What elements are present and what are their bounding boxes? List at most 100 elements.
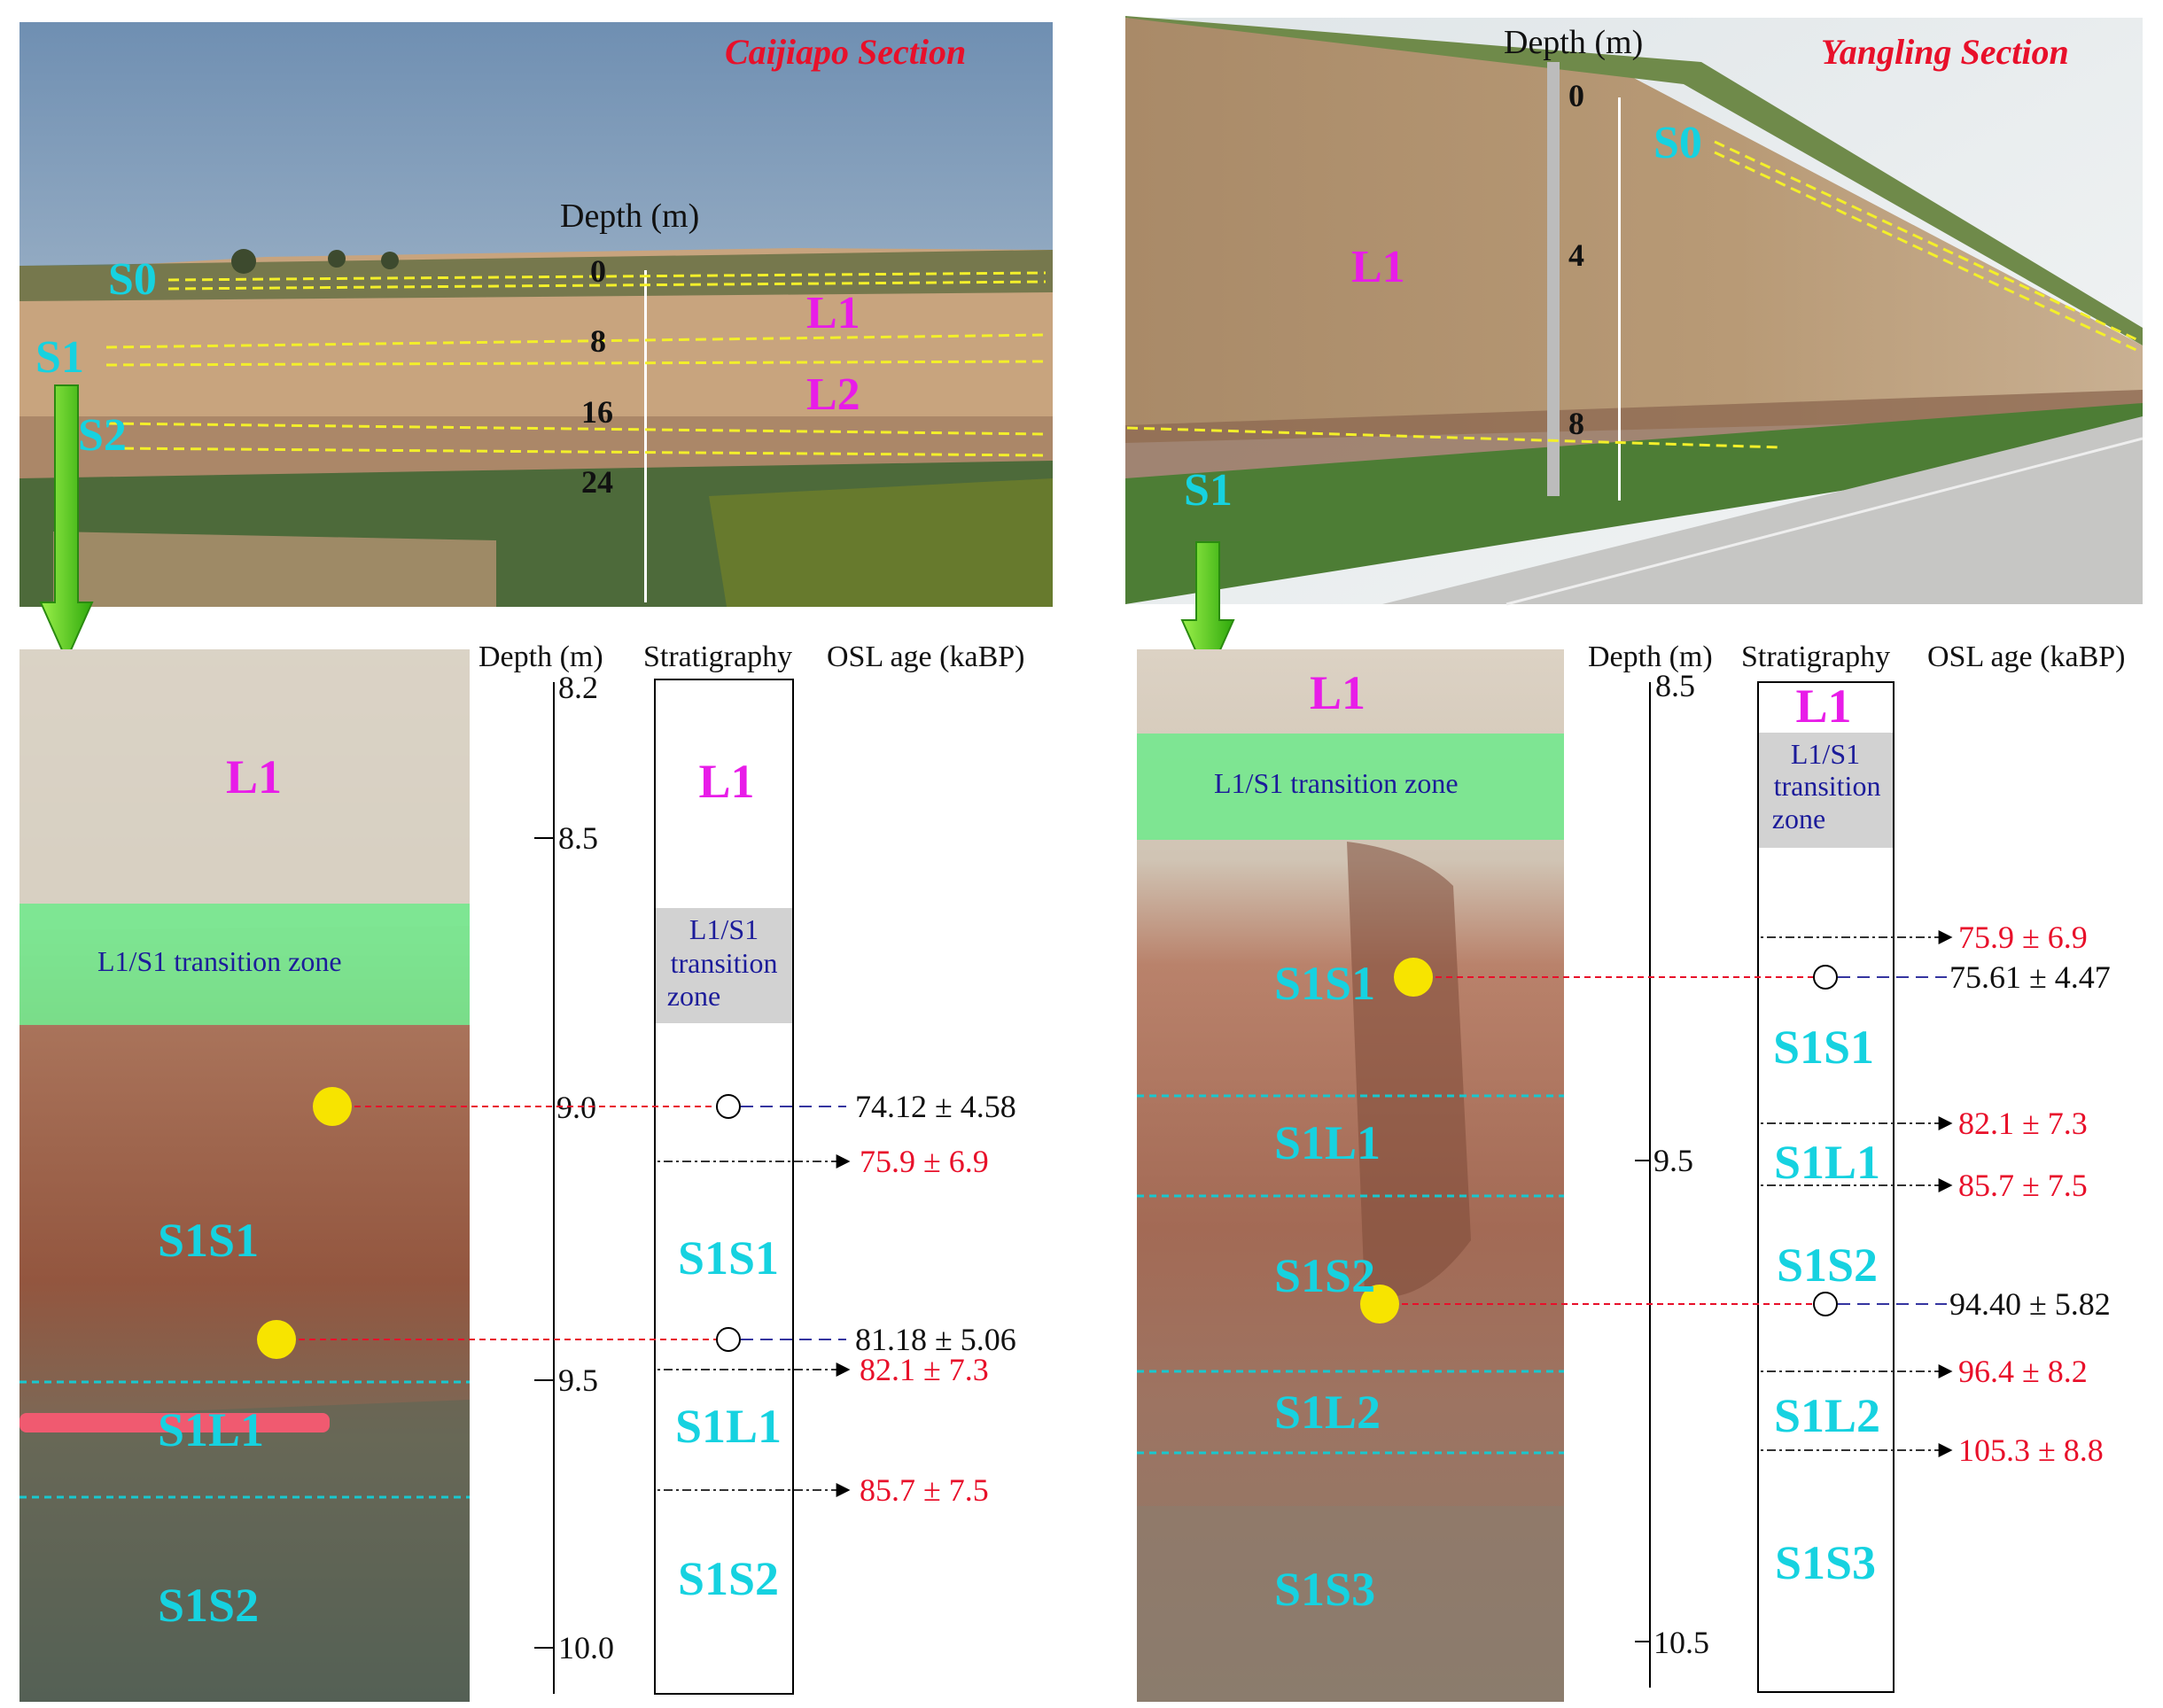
layer-label-s1: S1 — [35, 332, 84, 383]
strat-unit-s1l1: S1L1 — [1774, 1136, 1880, 1189]
photo-depth-tick: 24 — [581, 464, 613, 500]
osl-measured-age: 94.40 ± 5.82 — [1949, 1286, 2111, 1322]
strat-unit-l1: L1 — [698, 755, 754, 808]
profile-label-s1s1: S1S1 — [158, 1214, 259, 1267]
yangling-section-title: Yangling Section — [1821, 32, 2069, 72]
caijiapo-section-title: Caijiapo Section — [725, 32, 966, 72]
layer-label-l1: L1 — [806, 288, 860, 338]
strat-unit-l1: L1 — [1795, 679, 1851, 733]
yangling-profile-labels: L1 S1S1 S1L1 S1S2 S1L2 S1S3 — [1274, 666, 1381, 1616]
profile-label-s1s3: S1S3 — [1274, 1563, 1375, 1616]
depth-tick-label: 8.5 — [558, 820, 598, 856]
caijiapo-transition-zone-label: L1/S1 transition zone — [97, 945, 342, 977]
caijiapo-depth-tick-labels: 8.2 8.5 9.0 9.5 10.0 — [556, 670, 614, 1665]
osl-measured-age: 81.18 ± 5.06 — [855, 1322, 1016, 1357]
caijiapo-stratigraphy-header: Stratigraphy — [643, 640, 792, 673]
caijiapo-reference-markers — [657, 1154, 851, 1497]
strat-unit-s1l2: S1L2 — [1774, 1389, 1880, 1442]
osl-reference-age: 75.9 ± 6.9 — [1958, 920, 2088, 955]
caijiapo-boundary-lines — [105, 271, 1046, 457]
yangling-photo-depth-ticks: 0 4 8 — [1568, 78, 1584, 441]
depth-tick-label: 8.2 — [558, 670, 598, 705]
yangling-stratigraphy-header: Stratigraphy — [1741, 640, 1890, 673]
yangling-strat-transition-text: L1/S1 transition zone — [1772, 738, 1881, 835]
yangling-photo-layer-labels: S0 L1 S1 — [1184, 118, 1702, 516]
yangling-profile-photo — [1137, 649, 1564, 1702]
caijiapo-photo-depth-label: Depth (m) — [560, 198, 699, 235]
photo-depth-tick: 0 — [1568, 78, 1584, 113]
caijiapo-strat-transition-box — [656, 908, 792, 1023]
strat-unit-s1s3: S1S3 — [1775, 1536, 1876, 1589]
layer-label-s0: S0 — [1653, 118, 1702, 168]
caijiapo-osl-ages: 74.12 ± 4.58 81.18 ± 5.06 75.9 ± 6.9 82.… — [855, 1089, 1016, 1508]
yangling-osl-header: OSL age (kaBP) — [1927, 640, 2125, 673]
photo-depth-tick: 16 — [581, 394, 613, 430]
profile-label-l1: L1 — [226, 750, 282, 804]
strat-unit-s1s1: S1S1 — [678, 1231, 779, 1285]
caijiapo-photo-layer-labels: S0 S1 S2 L1 L2 — [35, 254, 860, 461]
strat-unit-s1s2: S1S2 — [678, 1552, 779, 1605]
caijiapo-strat-transition-text: L1/S1 transition zone — [667, 913, 778, 1012]
strat-transition-line: transition — [1774, 770, 1881, 802]
caijiapo-osl-header: OSL age (kaBP) — [827, 640, 1024, 673]
caijiapo-strat-units: L1 S1S1 S1L1 S1S2 — [675, 755, 782, 1605]
profile-label-s1s2: S1S2 — [158, 1579, 259, 1632]
profile-label-l1: L1 — [1310, 666, 1365, 719]
caijiapo-photo-depth-ticks: 0 8 16 24 — [581, 253, 613, 500]
depth-tick-label: 8.5 — [1655, 668, 1695, 703]
depth-tick-label: 10.5 — [1653, 1625, 1709, 1660]
photo-depth-tick: 0 — [590, 253, 606, 289]
osl-reference-age: 96.4 ± 8.2 — [1958, 1354, 2088, 1389]
osl-measured-age: 74.12 ± 4.58 — [855, 1089, 1016, 1124]
yangling-osl-ages: 75.61 ± 4.47 94.40 ± 5.82 75.9 ± 6.9 82.… — [1949, 920, 2111, 1468]
caijiapo-profile-photo — [19, 649, 470, 1702]
yangling-down-arrow — [1180, 541, 1235, 680]
caijiapo-depth-header: Depth (m) — [479, 640, 603, 673]
caijiapo-landscape-photo — [19, 22, 1053, 607]
strat-transition-line: zone — [667, 980, 720, 1012]
yangling-boundary-lines — [1126, 140, 2141, 449]
osl-reference-age: 105.3 ± 8.8 — [1958, 1432, 2104, 1468]
strat-unit-s1l1: S1L1 — [675, 1400, 782, 1453]
depth-tick-label: 9.5 — [1653, 1143, 1693, 1178]
layer-label-s2: S2 — [78, 410, 127, 461]
layer-label-s1: S1 — [1184, 465, 1233, 516]
layer-label-l2: L2 — [806, 369, 860, 420]
osl-reference-age: 75.9 ± 6.9 — [860, 1144, 989, 1179]
yangling-sample-connectors — [1402, 965, 1947, 1316]
yangling-depth-tick-labels: 8.5 9.5 10.5 — [1653, 668, 1709, 1660]
profile-label-s1l2: S1L2 — [1274, 1386, 1381, 1439]
photo-depth-tick: 8 — [1568, 406, 1584, 441]
profile-label-s1s1: S1S1 — [1274, 957, 1375, 1010]
photo-depth-tick: 4 — [1568, 237, 1584, 273]
yangling-strat-column — [1757, 681, 1895, 1693]
depth-tick-label: 10.0 — [558, 1630, 614, 1665]
strat-transition-line: transition — [671, 947, 778, 979]
layer-label-l1: L1 — [1351, 242, 1405, 292]
yangling-landscape-photo — [1125, 16, 2144, 606]
caijiapo-down-arrow — [39, 384, 94, 663]
yangling-strat-transition-box — [1759, 733, 1893, 848]
depth-tick-label: 9.5 — [558, 1363, 598, 1398]
strat-transition-line: L1/S1 — [689, 913, 759, 945]
photo-depth-tick: 8 — [590, 323, 606, 359]
yangling-transition-zone-label: L1/S1 transition zone — [1214, 767, 1459, 799]
strat-unit-s1s2: S1S2 — [1777, 1238, 1878, 1292]
strat-transition-line: zone — [1772, 803, 1825, 835]
profile-label-s1l1: S1L1 — [1274, 1116, 1381, 1169]
yangling-strat-units: L1 S1S1 S1L1 S1S2 S1L2 S1S3 — [1773, 679, 1880, 1589]
caijiapo-sample-connectors — [299, 1094, 846, 1352]
osl-measured-age: 75.61 ± 4.47 — [1949, 959, 2111, 995]
profile-label-s1l1: S1L1 — [158, 1403, 264, 1456]
yangling-depth-axis — [1635, 682, 1651, 1688]
caijiapo-depth-axis — [534, 682, 555, 1694]
yangling-reference-markers — [1761, 930, 1953, 1457]
yangling-photo-depth-label: Depth (m) — [1504, 24, 1643, 61]
osl-reference-age: 82.1 ± 7.3 — [860, 1352, 989, 1387]
profile-label-s1s2: S1S2 — [1274, 1249, 1375, 1302]
osl-reference-age: 85.7 ± 7.5 — [860, 1472, 989, 1508]
layer-label-s0: S0 — [108, 254, 157, 305]
caijiapo-strat-column — [654, 679, 794, 1695]
strat-transition-line: L1/S1 — [1791, 738, 1860, 770]
